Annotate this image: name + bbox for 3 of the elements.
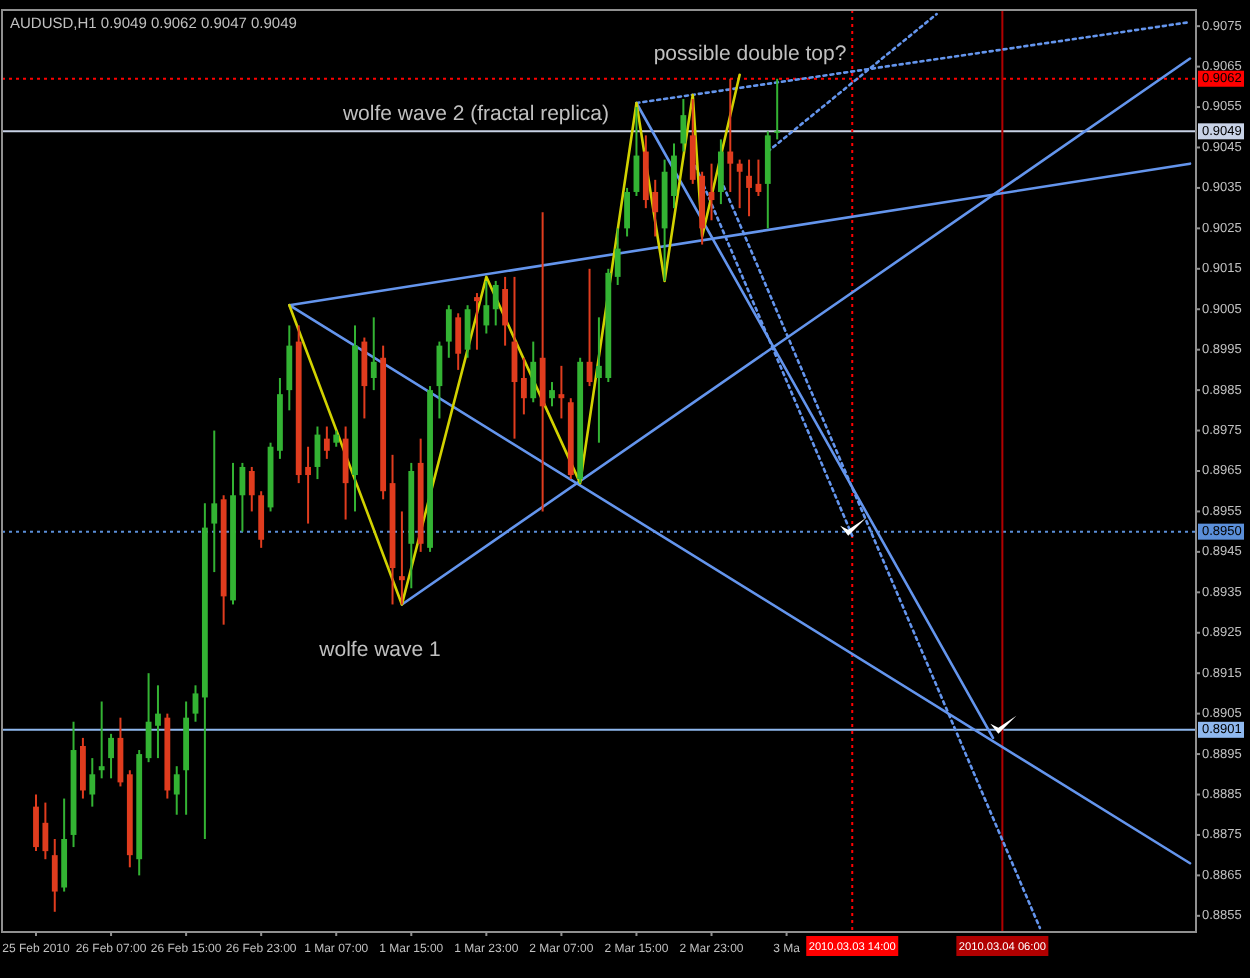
annotation: possible double top? bbox=[653, 41, 847, 66]
annotation: wolfe wave 1 bbox=[317, 637, 442, 662]
annotation: wolfe wave 2 (fractal replica) bbox=[340, 101, 610, 126]
